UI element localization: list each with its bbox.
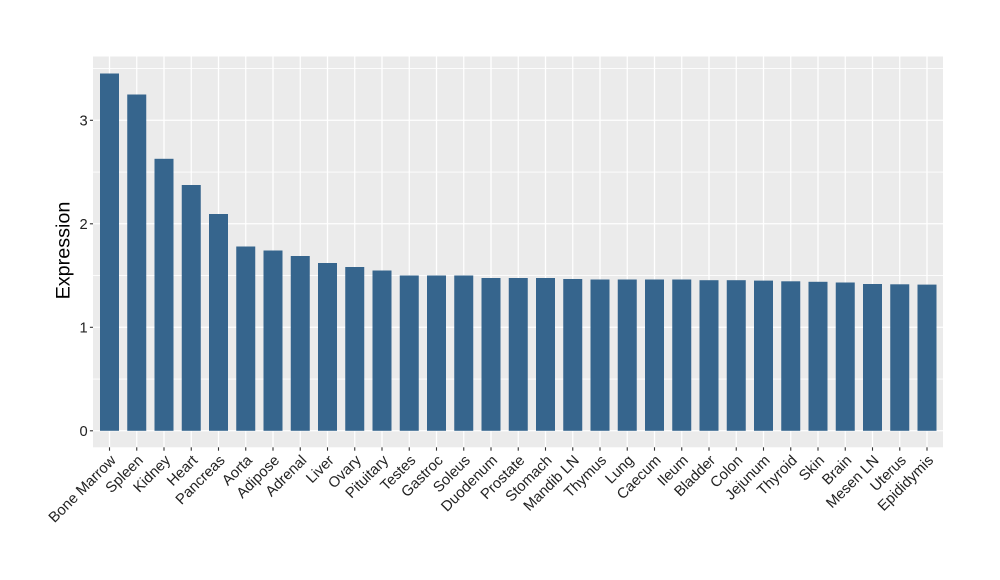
- svg-text:2: 2: [80, 217, 88, 233]
- svg-text:3: 3: [80, 114, 88, 130]
- svg-text:Expression: Expression: [53, 202, 75, 300]
- svg-text:0: 0: [80, 424, 88, 440]
- svg-text:1: 1: [80, 321, 88, 337]
